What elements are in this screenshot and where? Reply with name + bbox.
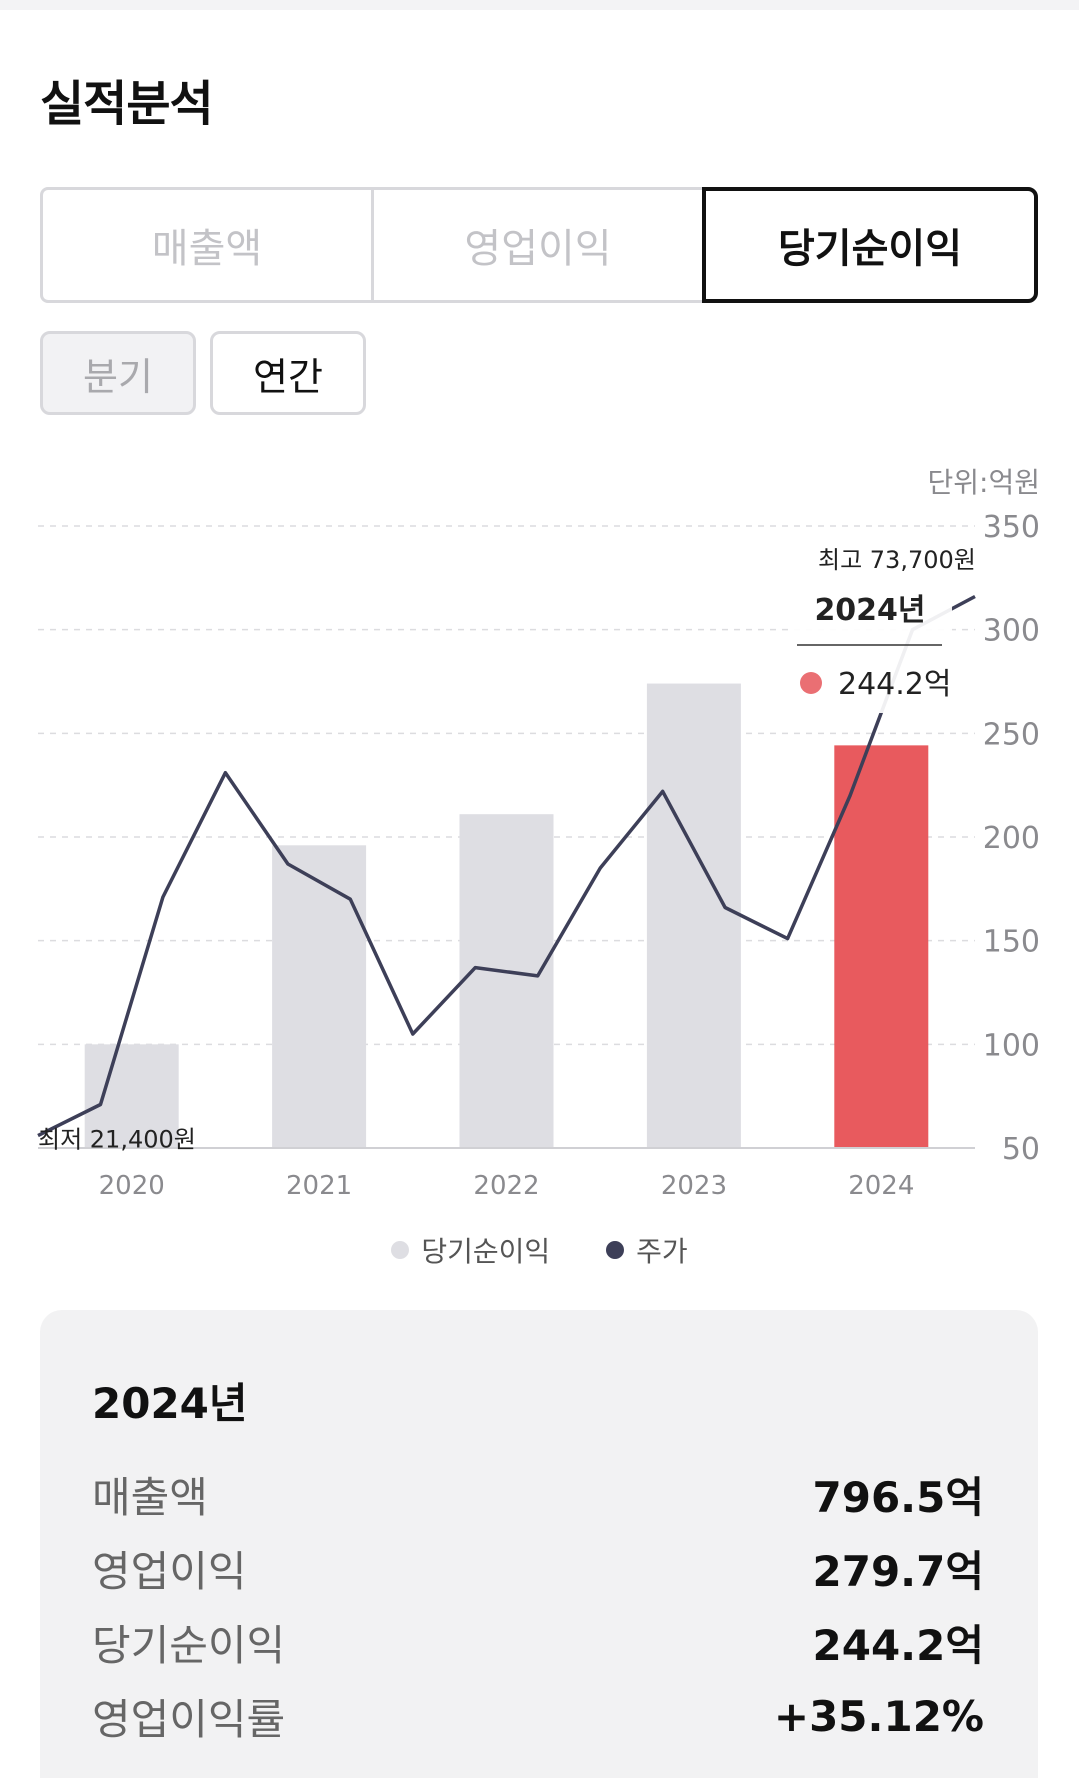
legend-dot-net-income [391,1241,410,1259]
tooltip-box [792,583,952,713]
x-tick-label: 2023 [661,1171,727,1201]
summary-value: 279.7억 [812,1546,985,1596]
summary-row: 매출액 796.5억 [92,1457,984,1531]
legend-dot-stock-price [606,1241,625,1259]
summary-row: 당기순이익 244.2억 [92,1605,984,1679]
tooltip-year: 2024년 [814,593,925,628]
annual-button[interactable]: 연간 [210,331,366,415]
bar-2023 [646,683,741,1148]
tab-net-income[interactable]: 당기순이익 [702,187,1038,303]
low-price-annotation: 최저 21,400원 [38,1126,196,1154]
tooltip-dot [800,672,822,694]
legend-label-net-income: 당기순이익 [421,1235,551,1268]
x-tick-label: 2020 [99,1171,165,1201]
bar-2022 [459,814,554,1148]
unit-label: 단위:억원 [928,466,1040,499]
x-tick-label: 2024 [848,1171,914,1201]
summary-value: 244.2억 [812,1620,985,1670]
summary-card: 2024년 매출액 796.5억 영업이익 279.7억 당기순이익 244.2… [40,1310,1038,1778]
summary-label: 영업이익률 [92,1694,286,1744]
summary-row: 영업이익률 +35.12% [92,1679,984,1753]
x-tick-label: 2022 [473,1171,539,1201]
high-price-annotation: 최고 73,700원 [818,546,976,574]
stock-price-line [37,594,976,1138]
summary-label: 매출액 [92,1472,208,1522]
quarterly-button[interactable]: 분기 [40,331,196,415]
summary-value: 796.5억 [812,1472,985,1522]
chart-legend: 당기순이익 주가 [0,1230,1079,1270]
summary-value: +35.12% [773,1691,984,1741]
tooltip-value: 244.2억 [838,667,951,702]
y-tick-label: 100 [983,1028,1040,1063]
summary-label: 당기순이익 [92,1620,286,1670]
summary-row: 영업이익 279.7억 [92,1531,984,1605]
y-tick-label: 300 [983,614,1040,649]
top-bar [0,0,1079,10]
legend-label-stock-price: 주가 [636,1235,688,1268]
period-toggle: 분기 연간 [40,331,366,415]
y-tick-label: 150 [983,925,1040,960]
y-tick-label: 200 [983,821,1040,856]
tab-operating-profit[interactable]: 영업이익 [373,187,702,303]
y-tick-label: 50 [1002,1132,1040,1167]
page-title: 실적분석 [40,76,214,132]
bar-2021 [272,845,367,1148]
bar-2020 [84,1044,179,1148]
summary-label: 영업이익 [92,1546,247,1596]
y-tick-label: 350 [983,510,1040,545]
legend-item-stock-price[interactable]: 주가 [606,1230,688,1270]
tab-revenue[interactable]: 매출액 [40,187,373,303]
summary-title: 2024년 [92,1379,248,1428]
y-tick-label: 250 [983,717,1040,752]
net-income-chart: 50 100 150 200 250 300 350 단위:억원 2020 2021 2022 202… [37,466,1040,1201]
legend-item-net-income[interactable]: 당기순이익 [391,1230,550,1270]
bar-2024 [834,745,929,1148]
x-tick-label: 2021 [286,1171,352,1201]
metric-tabs: 매출액 영업이익 당기순이익 [40,187,1038,303]
